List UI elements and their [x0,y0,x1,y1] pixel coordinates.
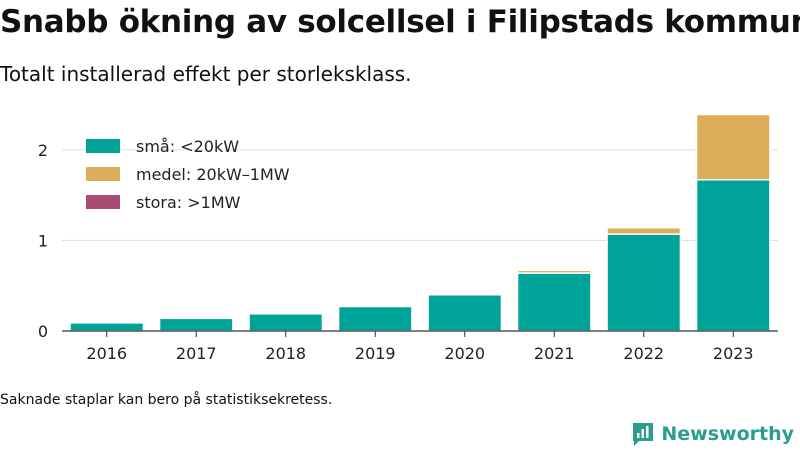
bar-segment [606,233,682,332]
legend-label: stora: >1MW [136,193,241,212]
bar-segment [337,305,413,332]
bar-segment [606,226,682,235]
newsworthy-logo-icon [633,423,654,446]
x-tick-label: 2023 [713,344,754,363]
x-tick-label: 2021 [534,344,575,363]
y-tick-label: 1 [38,231,48,250]
bar-segment [69,322,145,332]
axes: 0 1 2 2016 2017 2018 2019 2020 2021 2022 2023 [38,141,778,363]
bar-segment [695,113,771,181]
bar-segment [516,272,592,332]
bar-segment [516,269,592,274]
brand: Newsworthy [631,420,794,448]
x-tick-label: 2017 [176,344,217,363]
legend-swatch [86,195,120,209]
legend-label: små: <20kW [136,137,239,156]
legend-swatch [86,139,120,153]
stacked-bar-chart: 0 1 2 2016 2017 2018 2019 2020 2021 2022 2023 små:… [38,113,778,363]
legend-label: medel: 20kW–1MW [136,165,290,184]
x-tick-label: 2019 [355,344,396,363]
bar-segment [158,317,234,332]
y-tick-label: 2 [38,141,48,160]
legend: små: <20kW medel: 20kW–1MW stora: >1MW [86,137,290,212]
footnote: Saknade staplar kan bero på statistiksek… [0,392,333,408]
bar-segment [427,294,503,332]
brand-name: Newsworthy [661,423,794,445]
x-tick-label: 2016 [86,344,127,363]
bar-segment [695,178,771,332]
bar-segment [248,313,324,332]
legend-swatch [86,167,120,181]
chart-subtitle: Totalt installerad effekt per storlekskl… [0,62,412,86]
chart-title: Snabb ökning av solcellsel i Filipstads … [0,4,800,40]
x-tick-label: 2022 [623,344,664,363]
x-tick-label: 2020 [444,344,485,363]
x-tick-label: 2018 [265,344,306,363]
y-tick-label: 0 [38,322,48,341]
